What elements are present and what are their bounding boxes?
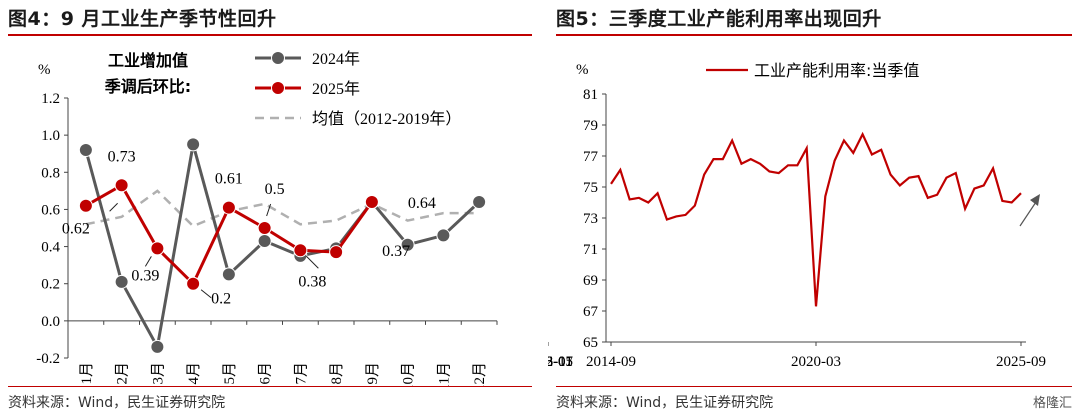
data-label: 0.62 <box>62 221 90 238</box>
annotation-title: 工业增加值 <box>108 51 188 70</box>
x-tick-label: 9月 <box>365 362 381 385</box>
data-point <box>221 267 236 282</box>
data-point <box>150 339 165 354</box>
x-tick-label: 2023-11 <box>548 354 573 370</box>
y-tick-label: 75 <box>583 180 598 196</box>
figure-title: 图5：三季度工业产能利用率出现回升 <box>556 8 882 30</box>
x-tick-label: 4月 <box>186 362 202 385</box>
source-rule <box>8 386 532 387</box>
right-chart: % 81 79 77 75 73 71 69 67 65 2014-09 2016-072018-05… <box>548 61 1046 370</box>
data-point <box>472 195 487 209</box>
left-panel: 图4：9 月工业生产季节性回升 % 1.2 1.0 0.8 0.6 0.4 0.2 0.0 -0… <box>8 8 532 411</box>
data-point <box>78 198 93 213</box>
data-point <box>400 237 415 252</box>
leader-line <box>144 256 152 267</box>
y-unit-label: % <box>38 62 51 78</box>
data-point <box>186 276 201 291</box>
y-tick-label: 69 <box>583 273 598 289</box>
annotation-title: 季调后环比: <box>104 77 191 96</box>
y-tick-label: 65 <box>583 335 598 351</box>
x-tick-label: 8月 <box>329 362 345 385</box>
x-tick-label: 2020-03 <box>791 354 841 370</box>
y-tick-label: 0.8 <box>41 165 60 181</box>
series-line <box>84 144 481 352</box>
y-tick-label: 0.6 <box>41 202 60 218</box>
y-tick-label: 1.2 <box>41 91 60 107</box>
x-tick-label: 5月 <box>222 362 238 385</box>
source-note: 资料来源：Wind，民生证券研究院 <box>556 395 774 411</box>
data-label: 0.61 <box>215 171 243 188</box>
data-point <box>221 200 236 215</box>
legend-label: 2024年 <box>312 50 360 68</box>
data-point <box>114 274 129 289</box>
y-tick-label: 81 <box>583 87 598 103</box>
title-rule <box>8 34 532 36</box>
x-tick-label: 2014-09 <box>586 354 636 370</box>
x-tick-label: 1月 <box>79 362 95 385</box>
data-point <box>257 221 272 235</box>
x-tick-label: 6月 <box>258 362 274 385</box>
legend-marker <box>271 81 285 95</box>
y-tick-label: 0.4 <box>41 240 60 256</box>
y-tick-label: 0.2 <box>41 277 60 293</box>
x-tick-label: 7月 <box>293 362 309 385</box>
data-point <box>436 228 451 243</box>
data-point <box>329 245 344 260</box>
data-label: 0.73 <box>108 148 136 165</box>
data-point <box>150 241 165 256</box>
series-line <box>85 189 480 228</box>
x-tick-label: 3月 <box>150 362 166 385</box>
legend-label: 工业产能利用率:当季值 <box>754 61 919 80</box>
data-label: 0.64 <box>408 195 436 212</box>
data-label: 0.37 <box>382 243 410 260</box>
y-unit-label: % <box>576 62 589 78</box>
legend-label: 2025年 <box>312 80 360 98</box>
y-tick-label: 73 <box>583 211 598 227</box>
watermark: 格隆汇 <box>1032 396 1072 411</box>
data-point <box>257 234 272 248</box>
trend-arrow <box>1019 201 1037 227</box>
leader-line <box>200 289 212 299</box>
y-tick-label: 77 <box>583 149 599 165</box>
data-point <box>78 143 93 157</box>
trend-arrow-head <box>1030 194 1040 206</box>
title-rule <box>556 34 1072 36</box>
x-tick-label: 2018-05 <box>548 354 573 370</box>
data-label: 0.5 <box>265 181 285 198</box>
figure-title: 图4：9 月工业生产季节性回升 <box>8 8 277 30</box>
data-point <box>114 178 129 193</box>
data-point <box>293 243 308 258</box>
legend-marker <box>271 51 285 65</box>
data-point <box>364 195 379 209</box>
y-tick-label: 1.0 <box>41 128 60 144</box>
x-tick-label: 2022-01 <box>548 354 573 370</box>
x-tick-label: 10月 <box>401 362 417 386</box>
y-tick-label: 71 <box>583 242 598 258</box>
source-rule <box>556 386 1072 387</box>
x-tick-label: 12月 <box>472 362 488 386</box>
y-tick-label: 67 <box>583 304 599 320</box>
x-tick-label: 2月 <box>115 362 131 385</box>
legend-label: 均值（2012-2019年） <box>312 110 461 128</box>
x-tick-label: 2016-07 <box>548 354 573 370</box>
data-label: 0.39 <box>131 267 159 284</box>
y-tick-label: 79 <box>583 118 598 134</box>
x-tick-label: 11月 <box>436 362 452 386</box>
leader-line <box>266 203 272 217</box>
data-point <box>186 137 201 152</box>
y-tick-label: -0.2 <box>36 351 60 367</box>
right-panel: 图5：三季度工业产能利用率出现回升 % 81 79 77 75 73 71 69 67 65 201… <box>548 0 1080 419</box>
left-chart: % 1.2 1.0 0.8 0.6 0.4 0.2 0.0 -0.2 1月 2月 3月 4月 5月 6月 7月… <box>36 50 498 386</box>
data-label: 0.38 <box>298 273 326 290</box>
y-tick-label: 0.0 <box>41 314 60 330</box>
series-line <box>610 131 1022 307</box>
source-note: 资料来源：Wind，民生证券研究院 <box>8 395 226 411</box>
leader-line <box>306 255 319 269</box>
leader-line <box>109 202 118 212</box>
x-tick-label: 2025-09 <box>996 354 1046 370</box>
data-label: 0.2 <box>211 291 231 308</box>
